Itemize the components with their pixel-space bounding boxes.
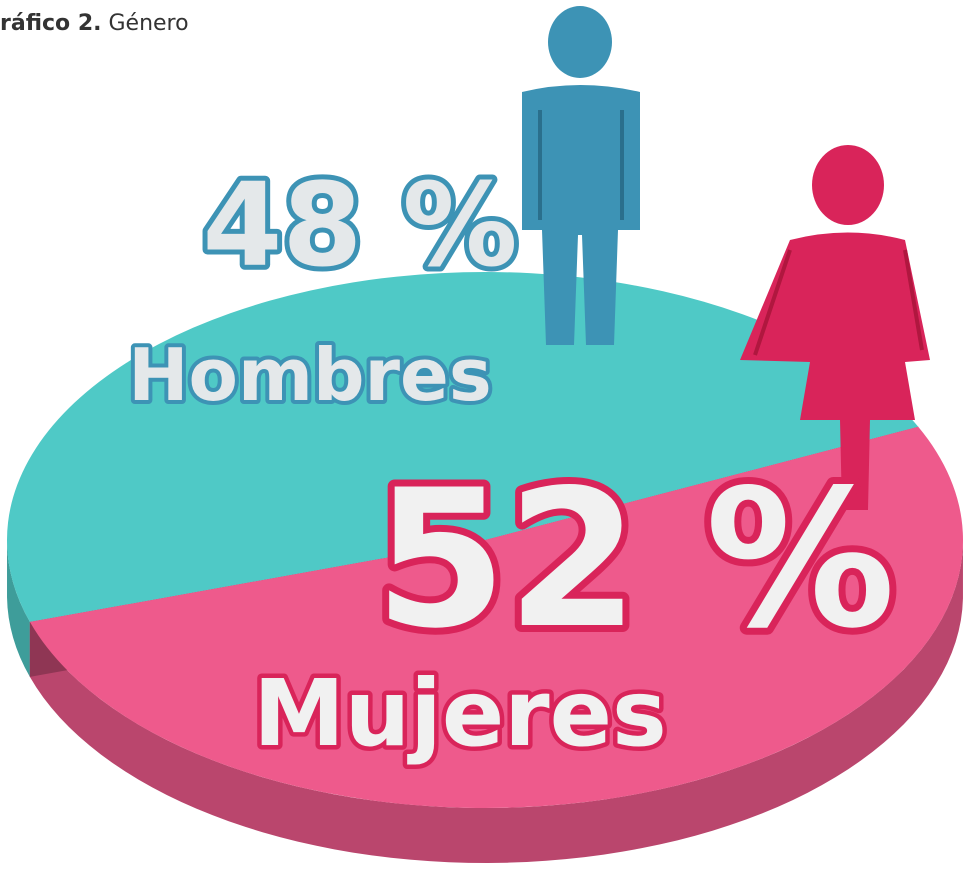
slice — [29, 426, 964, 808]
category-label: Hombres — [128, 333, 491, 417]
woman-figure — [740, 145, 930, 510]
title-text: Género — [108, 11, 188, 36]
pie — [6, 271, 964, 863]
man-figure — [522, 6, 640, 345]
figures — [522, 6, 930, 510]
slice-side — [29, 543, 963, 863]
value-label: 52 % — [375, 449, 896, 670]
chart-title: ráfico 2. Género — [0, 11, 189, 36]
labels: 48 % Hombres 52 % Mujeres — [124, 154, 902, 772]
slice — [6, 271, 919, 622]
category-label: Mujeres — [253, 660, 667, 767]
value-label: 48 % — [202, 159, 517, 293]
slice-side — [7, 542, 30, 677]
title-number: ráfico 2. — [0, 11, 101, 36]
